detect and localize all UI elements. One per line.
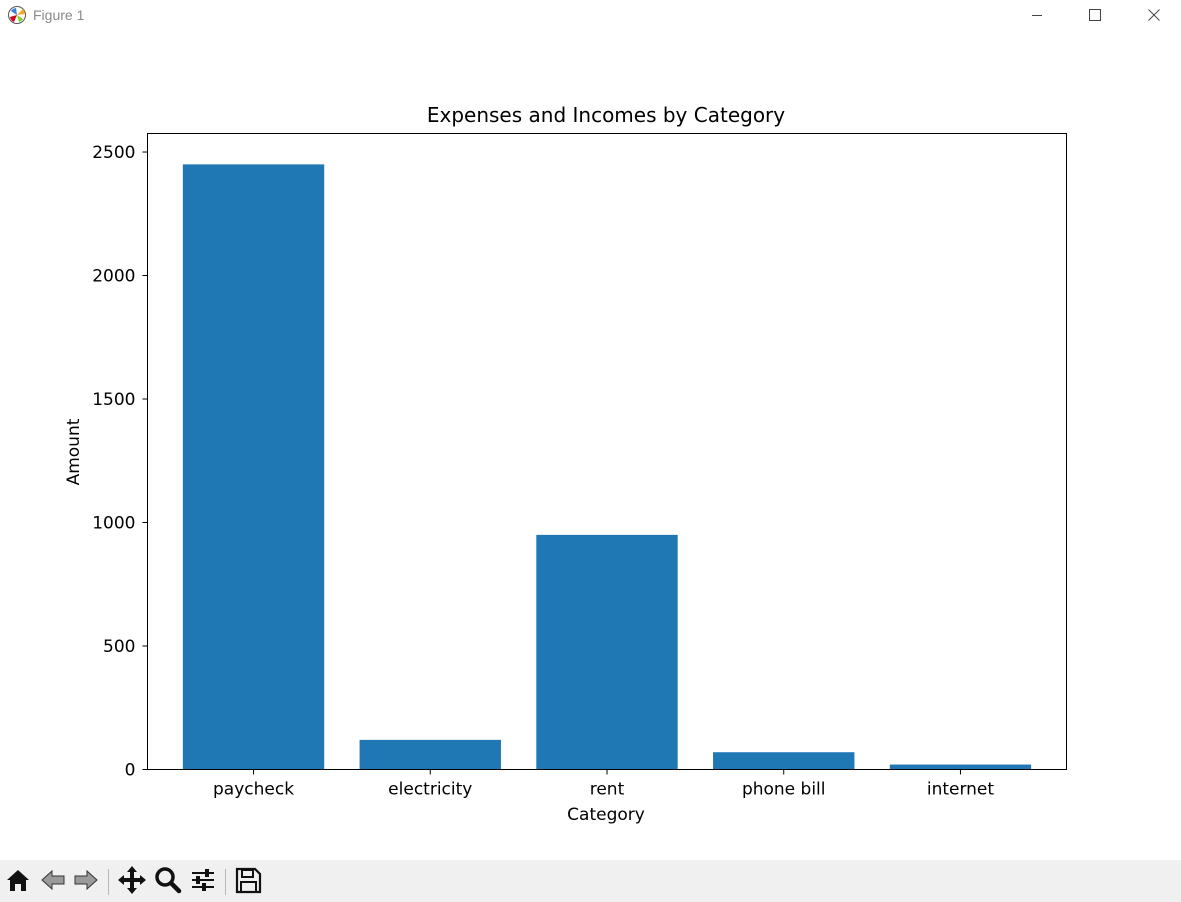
pan-button[interactable] <box>116 866 148 898</box>
y-tick-label: 1000 <box>92 514 135 534</box>
x-tick-label: electricity <box>388 780 472 800</box>
minimize-icon <box>1031 6 1043 25</box>
configure-subplots-button[interactable] <box>187 866 219 898</box>
bar-internet <box>889 764 1032 770</box>
close-icon <box>1148 6 1160 25</box>
x-tick-label: phone bill <box>742 780 826 800</box>
navigation-toolbar <box>0 860 1181 902</box>
x-tick-label: paycheck <box>213 780 294 800</box>
bar-paycheck <box>182 164 325 770</box>
save-floppy-icon <box>234 866 262 898</box>
maximize-button[interactable] <box>1072 0 1118 31</box>
x-tick-label: internet <box>927 780 995 800</box>
toolbar-separator <box>225 869 226 895</box>
y-tick-label: 1500 <box>92 390 135 410</box>
configure-subplots-icon <box>189 866 217 898</box>
matplotlib-logo-icon <box>7 5 27 25</box>
home-button[interactable] <box>2 866 34 898</box>
save-button[interactable] <box>232 866 264 898</box>
close-button[interactable] <box>1131 0 1177 31</box>
y-tick-label: 2500 <box>92 143 135 163</box>
figure-canvas[interactable]: Expenses and Incomes by Category 0 500 100… <box>0 31 1181 860</box>
back-arrow-icon <box>39 866 67 898</box>
zoom-magnifier-icon <box>154 866 182 898</box>
x-axis-label: Category <box>567 805 645 825</box>
pan-move-icon <box>117 865 147 899</box>
zoom-button[interactable] <box>152 866 184 898</box>
plot-area-frame <box>147 133 1067 770</box>
back-button[interactable] <box>37 866 69 898</box>
bar-electricity <box>359 739 501 770</box>
y-tick-label: 500 <box>103 637 135 657</box>
bar-chart: Expenses and Incomes by Category 0 500 100… <box>64 103 1067 825</box>
maximize-icon <box>1089 6 1101 25</box>
window-title: Figure 1 <box>33 7 85 23</box>
window-titlebar: Figure 1 <box>0 0 1181 31</box>
chart-title: Expenses and Incomes by Category <box>427 103 785 127</box>
y-tick-label: 0 <box>125 761 136 781</box>
minimize-button[interactable] <box>1014 0 1060 31</box>
x-tick-label: rent <box>590 780 625 800</box>
home-icon <box>4 866 32 898</box>
forward-button[interactable] <box>70 866 102 898</box>
forward-arrow-icon <box>72 866 100 898</box>
bar-rent <box>536 534 678 770</box>
toolbar-separator <box>108 869 109 895</box>
bar-phone-bill <box>713 752 855 770</box>
y-axis-label: Amount <box>64 418 84 485</box>
y-tick-label: 2000 <box>92 267 135 287</box>
